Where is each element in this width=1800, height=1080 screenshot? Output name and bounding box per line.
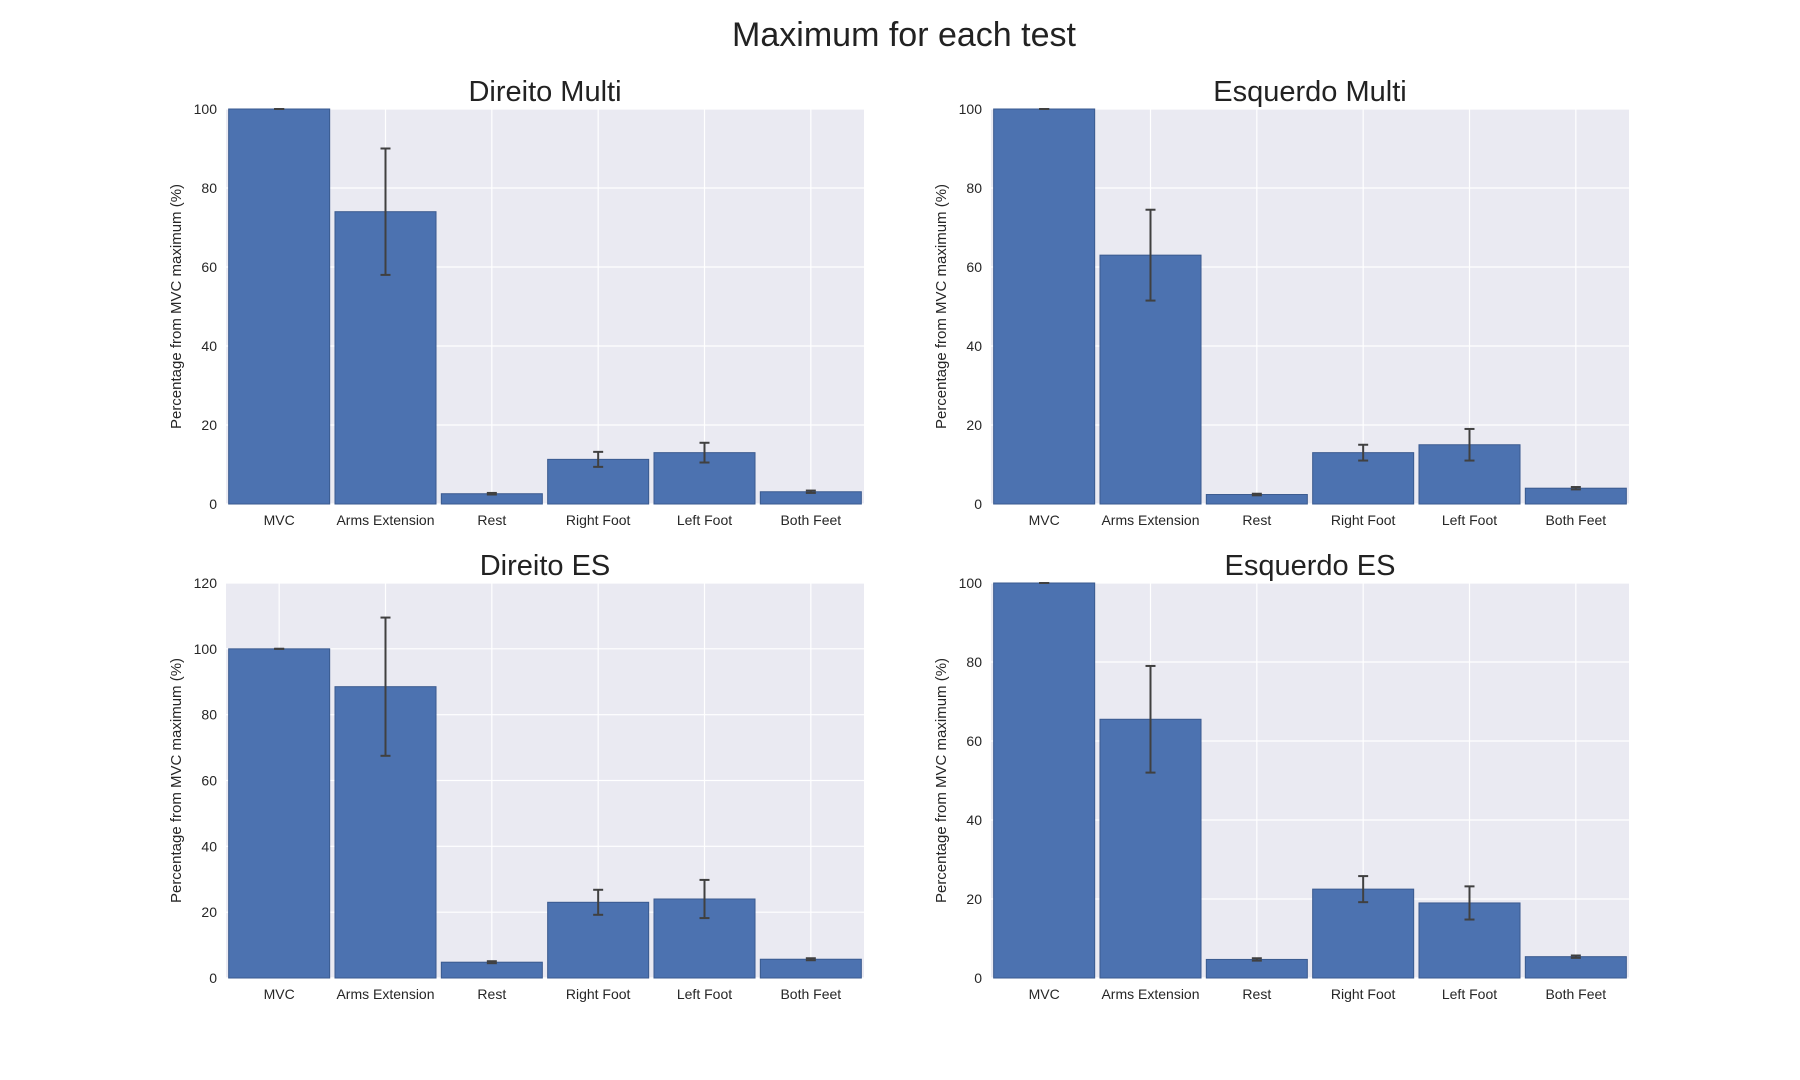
x-tick-label: Right Foot	[1331, 512, 1396, 528]
y-tick-label: 100	[194, 641, 218, 657]
subplot-1: MVC Arms Extension Rest Right Foot Left Foot…	[168, 76, 864, 528]
y-tick-label: 0	[974, 970, 982, 986]
y-tick-label: 20	[966, 891, 982, 907]
y-tick-label: 60	[966, 733, 982, 749]
x-tick-label: MVC	[1029, 512, 1060, 528]
bar-right-foot	[1312, 888, 1415, 979]
x-tick-label: Arms Extension	[1101, 512, 1199, 528]
axes-background	[226, 109, 864, 504]
bar-rest	[440, 961, 543, 979]
x-tick-label: Left Foot	[677, 512, 732, 528]
x-tick-label: MVC	[264, 986, 295, 1002]
bar-both-feet	[759, 958, 862, 979]
x-tick-label: Left Foot	[1442, 986, 1497, 1002]
subplot-4: MVC Arms Extension Rest Right Foot Left Foot…	[933, 550, 1629, 1002]
x-tick-label: Arms Extension	[1101, 986, 1199, 1002]
x-tick-label: Arms Extension	[336, 986, 434, 1002]
subplot-3: MVC Arms Extension Rest Right Foot Left Foot…	[168, 550, 864, 1002]
bar-mvc	[993, 108, 1096, 505]
y-axis-label: Percentage from MVC maximum (%)	[168, 184, 185, 429]
bar-mvc	[228, 108, 331, 505]
bar-mvc	[993, 582, 1096, 979]
y-tick-label: 40	[201, 338, 217, 354]
x-tick-label: Both Feet	[780, 986, 841, 1002]
x-tick-label: Rest	[1242, 986, 1271, 1002]
y-tick-label: 40	[966, 338, 982, 354]
x-tick-label: Right Foot	[566, 986, 631, 1002]
y-tick-label: 80	[201, 707, 217, 723]
axes-background	[991, 109, 1629, 504]
bar-mvc	[228, 648, 331, 979]
x-tick-label: Both Feet	[1545, 986, 1606, 1002]
subplot-title: Esquerdo ES	[1225, 550, 1396, 582]
subplot-title: Esquerdo Multi	[1213, 76, 1406, 108]
y-tick-label: 80	[966, 180, 982, 196]
subplot-title: Direito Multi	[468, 76, 621, 108]
x-tick-label: Right Foot	[566, 512, 631, 528]
y-tick-label: 60	[201, 773, 217, 789]
figure-title: Maximum for each test	[732, 16, 1076, 54]
y-axis-label: Percentage from MVC maximum (%)	[168, 658, 185, 903]
x-tick-label: Right Foot	[1331, 986, 1396, 1002]
x-tick-label: MVC	[1029, 986, 1060, 1002]
x-tick-label: MVC	[264, 512, 295, 528]
y-tick-label: 120	[194, 575, 218, 591]
x-tick-label: Left Foot	[677, 986, 732, 1002]
y-tick-label: 40	[201, 838, 217, 854]
subplot-2: MVC Arms Extension Rest Right Foot Left Foot…	[933, 76, 1629, 528]
bar-both-feet	[1524, 487, 1627, 505]
x-tick-label: Rest	[477, 512, 506, 528]
bar-rest	[1205, 958, 1308, 979]
axes-background	[991, 583, 1629, 978]
y-tick-label: 60	[966, 259, 982, 275]
y-tick-label: 0	[209, 496, 217, 512]
y-tick-label: 100	[959, 575, 983, 591]
x-tick-label: Both Feet	[780, 512, 841, 528]
y-tick-label: 100	[959, 101, 983, 117]
y-axis-label: Percentage from MVC maximum (%)	[933, 658, 950, 903]
x-tick-label: Rest	[1242, 512, 1271, 528]
y-tick-label: 100	[194, 101, 218, 117]
y-tick-label: 20	[966, 417, 982, 433]
y-tick-label: 40	[966, 812, 982, 828]
bar-both-feet	[1524, 956, 1627, 979]
y-tick-label: 0	[974, 496, 982, 512]
y-tick-label: 20	[201, 904, 217, 920]
subplot-title: Direito ES	[480, 550, 611, 582]
x-tick-label: Left Foot	[1442, 512, 1497, 528]
y-tick-label: 80	[201, 180, 217, 196]
y-tick-label: 20	[201, 417, 217, 433]
y-axis-label: Percentage from MVC maximum (%)	[933, 184, 950, 429]
y-tick-label: 80	[966, 654, 982, 670]
y-tick-label: 60	[201, 259, 217, 275]
x-tick-label: Arms Extension	[336, 512, 434, 528]
x-tick-label: Rest	[477, 986, 506, 1002]
y-tick-label: 0	[209, 970, 217, 986]
x-tick-label: Both Feet	[1545, 512, 1606, 528]
